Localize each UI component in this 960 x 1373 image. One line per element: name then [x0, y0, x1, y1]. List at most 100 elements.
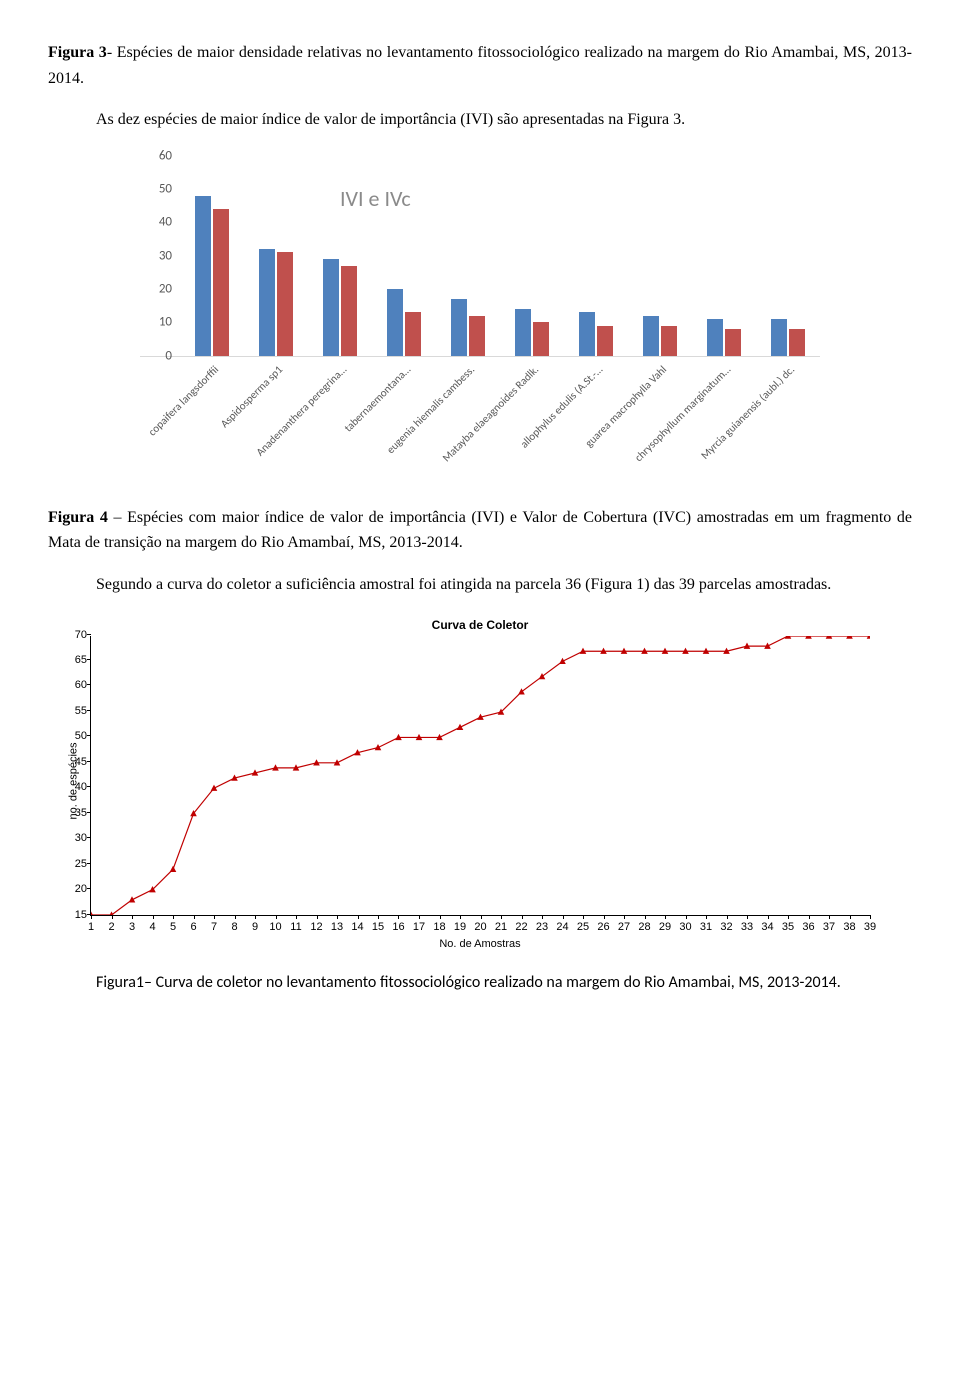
line-x-tick: 21: [495, 921, 507, 933]
line-y-tick: 60: [57, 679, 87, 691]
line-x-tick: 18: [433, 921, 445, 933]
bar-group: [564, 312, 628, 355]
line-y-tick-mark: [87, 735, 91, 736]
bar-ivi: [515, 309, 531, 356]
line-chart: Curva de Coletor no. de espécies 1520253…: [90, 618, 870, 950]
line-chart-title: Curva de Coletor: [90, 618, 870, 632]
bar-chart: IVI e IVc 0102030405060 copaifera langsd…: [140, 157, 820, 497]
line-y-tick-mark: [87, 634, 91, 635]
line-x-tick: 29: [659, 921, 671, 933]
bar-y-tick: 30: [159, 248, 172, 263]
line-x-tick-mark: [788, 915, 789, 919]
line-x-tick-mark: [112, 915, 113, 919]
figure4-caption-text: – Espécies com maior índice de valor de …: [48, 509, 912, 552]
line-x-tick-mark: [378, 915, 379, 919]
line-y-tick-mark: [87, 863, 91, 864]
line-x-tick: 9: [252, 921, 258, 933]
bar-ivc: [597, 326, 613, 356]
bar-group: [372, 289, 436, 356]
line-x-tick: 36: [802, 921, 814, 933]
figure1-caption: Figura1– Curva de coletor no levantament…: [48, 970, 912, 996]
line-x-tick: 3: [129, 921, 135, 933]
line-y-tick-mark: [87, 684, 91, 685]
line-y-tick: 20: [57, 883, 87, 895]
bar-y-tick: 10: [159, 315, 172, 330]
line-x-tick-mark: [727, 915, 728, 919]
bar-ivi: [323, 259, 339, 356]
line-chart-xlabel: No. de Amostras: [90, 938, 870, 950]
line-x-tick-mark: [870, 915, 871, 919]
bar-y-tick: 20: [159, 282, 172, 297]
line-y-tick-mark: [87, 837, 91, 838]
line-x-tick-mark: [481, 915, 482, 919]
figure4-caption: Figura 4 – Espécies com maior índice de …: [48, 505, 912, 556]
line-y-tick-mark: [87, 786, 91, 787]
paragraph-1: As dez espécies de maior índice de valor…: [48, 107, 912, 133]
line-y-tick: 15: [57, 909, 87, 921]
bar-group: [436, 299, 500, 356]
line-marker: [375, 744, 382, 750]
bar-ivi: [707, 319, 723, 356]
line-y-tick-mark: [87, 659, 91, 660]
figure3-caption-text: - Espécies de maior densidade relativas …: [48, 44, 912, 87]
bar-ivi: [771, 319, 787, 356]
bar-ivc: [789, 329, 805, 356]
bar-ivc: [725, 329, 741, 356]
bar-group: [756, 319, 820, 356]
line-x-tick: 34: [761, 921, 773, 933]
line-x-tick-mark: [563, 915, 564, 919]
line-x-tick-mark: [624, 915, 625, 919]
line-marker: [129, 896, 136, 902]
bar-ivi: [643, 316, 659, 356]
line-x-tick: 39: [864, 921, 876, 933]
line-x-tick-mark: [460, 915, 461, 919]
line-x-tick-mark: [194, 915, 195, 919]
line-x-tick: 38: [843, 921, 855, 933]
line-y-tick-mark: [87, 812, 91, 813]
bar-y-tick: 60: [159, 148, 172, 163]
line-x-tick-mark: [153, 915, 154, 919]
figure3-caption: Figura 3- Espécies de maior densidade re…: [48, 40, 912, 91]
line-x-tick-mark: [337, 915, 338, 919]
line-y-tick: 30: [57, 832, 87, 844]
line-x-tick: 4: [149, 921, 155, 933]
line-x-tick: 28: [638, 921, 650, 933]
line-x-tick: 24: [556, 921, 568, 933]
line-y-tick: 35: [57, 807, 87, 819]
line-x-tick-mark: [214, 915, 215, 919]
line-x-tick: 10: [269, 921, 281, 933]
line-x-tick: 6: [190, 921, 196, 933]
line-x-tick: 35: [782, 921, 794, 933]
line-x-tick: 20: [474, 921, 486, 933]
line-y-tick: 65: [57, 654, 87, 666]
line-x-tick-mark: [809, 915, 810, 919]
line-x-tick: 13: [331, 921, 343, 933]
bar-group: [692, 319, 756, 356]
line-x-tick: 5: [170, 921, 176, 933]
bar-x-label: copaifera langsdorffii: [180, 357, 244, 497]
bar-x-label: Anadenanthera peregrina…: [308, 357, 372, 497]
figure3-label: Figura 3: [48, 44, 107, 61]
bar-ivi: [451, 299, 467, 356]
line-x-tick-mark: [173, 915, 174, 919]
line-x-tick-mark: [542, 915, 543, 919]
line-x-tick: 12: [310, 921, 322, 933]
line-y-tick: 45: [57, 756, 87, 768]
bar-group: [180, 196, 244, 356]
bar-y-tick: 40: [159, 215, 172, 230]
line-x-tick-mark: [850, 915, 851, 919]
line-x-tick: 16: [392, 921, 404, 933]
bar-ivi: [259, 249, 275, 356]
line-x-tick-mark: [419, 915, 420, 919]
line-x-tick-mark: [604, 915, 605, 919]
line-x-tick: 26: [597, 921, 609, 933]
line-marker: [457, 723, 464, 729]
line-x-tick: 31: [700, 921, 712, 933]
line-marker: [211, 784, 218, 790]
bar-ivc: [213, 209, 229, 356]
bar-ivi: [195, 196, 211, 356]
line-x-tick-mark: [829, 915, 830, 919]
line-x-tick-mark: [686, 915, 687, 919]
line-x-tick: 2: [108, 921, 114, 933]
line-x-tick-mark: [132, 915, 133, 919]
